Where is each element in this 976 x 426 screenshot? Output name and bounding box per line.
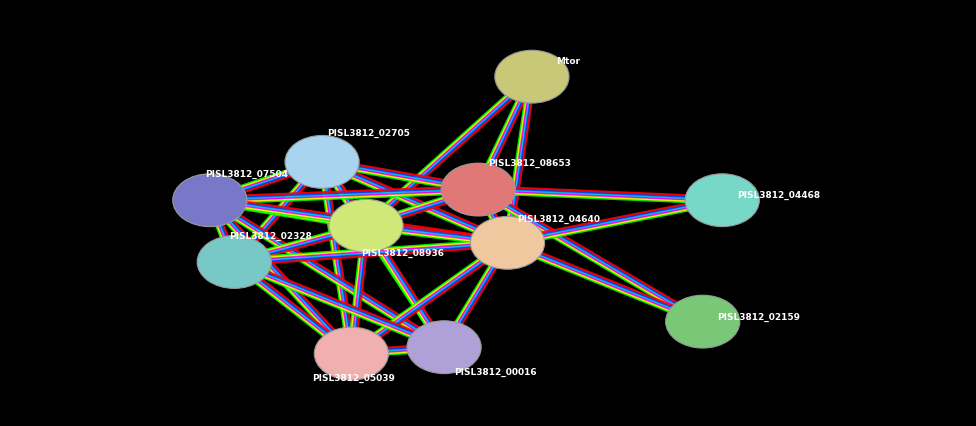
Ellipse shape <box>470 216 545 269</box>
Text: PISL3812_07504: PISL3812_07504 <box>205 170 288 179</box>
Text: PISL3812_02159: PISL3812_02159 <box>717 313 800 322</box>
Ellipse shape <box>314 327 388 380</box>
Text: PISL3812_05039: PISL3812_05039 <box>312 374 395 383</box>
Ellipse shape <box>329 199 403 252</box>
Ellipse shape <box>666 295 740 348</box>
Text: PISL3812_04468: PISL3812_04468 <box>737 190 820 200</box>
Text: PISL3812_00016: PISL3812_00016 <box>454 368 537 377</box>
Ellipse shape <box>173 174 247 227</box>
Text: PISL3812_02328: PISL3812_02328 <box>229 232 312 241</box>
Text: PISL3812_04640: PISL3812_04640 <box>517 215 600 224</box>
Text: Mtor: Mtor <box>556 57 581 66</box>
Text: PISL3812_08936: PISL3812_08936 <box>361 249 444 258</box>
Ellipse shape <box>495 50 569 103</box>
Ellipse shape <box>285 135 359 188</box>
Ellipse shape <box>407 321 481 374</box>
Ellipse shape <box>685 174 759 227</box>
Text: PISL3812_08653: PISL3812_08653 <box>488 159 571 168</box>
Ellipse shape <box>441 163 515 216</box>
Ellipse shape <box>197 236 271 288</box>
Text: PISL3812_02705: PISL3812_02705 <box>327 130 410 138</box>
